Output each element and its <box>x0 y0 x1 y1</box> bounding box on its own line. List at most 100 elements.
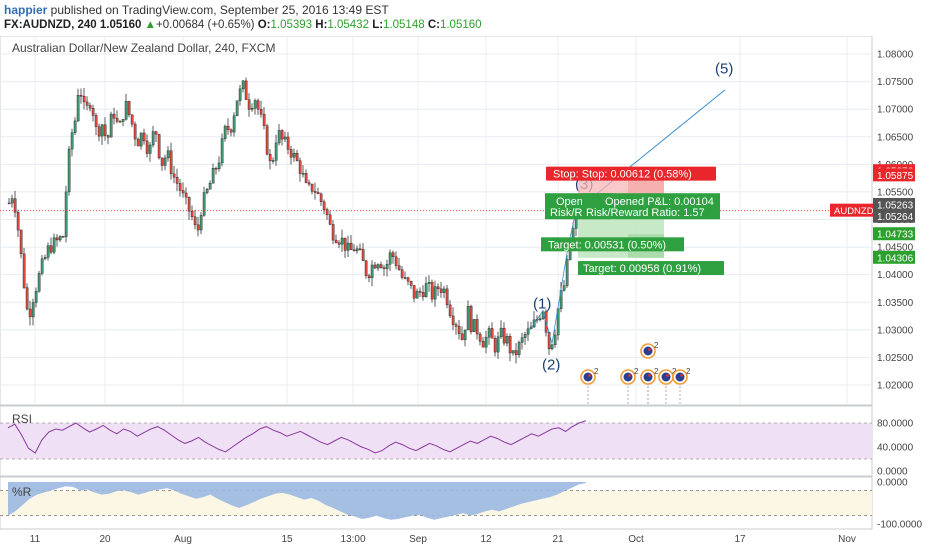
axis-price-badge <box>873 227 915 241</box>
rsi-label: RSI <box>12 412 32 426</box>
price-tick-label: 1.05500 <box>877 187 914 198</box>
candle-body <box>43 257 47 260</box>
candle-body <box>55 237 59 241</box>
candle-body <box>199 215 203 231</box>
candle-body <box>526 328 530 335</box>
candle-body <box>412 285 416 299</box>
price-pane[interactable] <box>0 36 873 406</box>
axis-price-badge <box>873 168 915 182</box>
candle-body <box>172 173 176 178</box>
candle-body <box>139 132 143 147</box>
close-value: 1.05160 <box>439 19 482 31</box>
event-flag-icon <box>643 346 653 356</box>
candle-body <box>262 114 266 126</box>
chart-canvas[interactable]: Australian Dollar/New Zealand Dollar, 24… <box>0 36 932 550</box>
event-flag-dot <box>648 348 651 351</box>
candle-body <box>193 216 197 226</box>
candle-body <box>358 248 362 250</box>
candle-body <box>352 249 356 252</box>
candle-body <box>61 236 65 238</box>
candle-body <box>124 101 128 120</box>
candle-body <box>370 264 374 279</box>
event-flag-dot <box>666 374 669 377</box>
wave-label: (1) <box>533 295 551 312</box>
rsi-tick-label: 0.0000 <box>877 467 908 478</box>
candle-body <box>163 157 167 166</box>
candle-body <box>505 336 509 344</box>
price-tick-label: 1.03000 <box>877 325 914 336</box>
target-label-b: Target: 0.00958 (0.91%) <box>583 263 701 275</box>
candle-body <box>16 212 20 231</box>
candle-body <box>400 269 404 278</box>
candle-body <box>433 286 437 300</box>
candle-body <box>205 188 209 193</box>
publisher-name[interactable]: happier <box>4 3 48 17</box>
time-tick-label: 21 <box>552 534 564 545</box>
rr-label-a: Risk/Reward Ratio: 1.57 <box>586 207 705 219</box>
candle-body <box>382 267 386 269</box>
candle-body <box>64 191 68 238</box>
candle-body <box>457 326 461 335</box>
candle-body <box>436 286 440 290</box>
candle-body <box>256 100 260 110</box>
candle-body <box>157 134 161 159</box>
price-tick-label: 1.04000 <box>877 270 914 281</box>
candle-body <box>385 264 389 269</box>
williams-r-layer <box>0 482 872 520</box>
opened-box-a <box>582 193 720 220</box>
candle-body <box>70 132 74 150</box>
candle-body <box>367 275 371 279</box>
candle-body <box>463 329 467 340</box>
candle-body <box>391 252 395 258</box>
candle-body <box>223 125 227 139</box>
chart-title: Australian Dollar/New Zealand Dollar, 24… <box>12 41 275 55</box>
candle-body <box>67 148 71 193</box>
candle-body <box>319 193 323 202</box>
candle-body <box>421 291 425 298</box>
candle-body <box>148 144 152 154</box>
price-tick-label: 1.07000 <box>877 105 914 116</box>
candle-body <box>73 120 77 133</box>
rsi-layer <box>0 420 872 460</box>
target-box-b <box>578 261 724 276</box>
event-count: 2 <box>654 367 659 376</box>
candle-body <box>253 100 257 109</box>
candle-body <box>274 142 278 161</box>
axis-price-badge-label: 1.04306 <box>877 253 914 264</box>
event-count: 2 <box>594 367 599 376</box>
price-tick-label: 1.07500 <box>877 77 914 88</box>
time-tick-label: 11 <box>30 534 41 545</box>
candle-body <box>136 138 140 147</box>
target-label-a: Target: 0.00531 (0.50%) <box>548 239 666 251</box>
candle-body <box>232 115 236 133</box>
candle-body <box>403 277 407 279</box>
candle-body <box>301 173 305 175</box>
candle-body <box>325 209 329 215</box>
position-tool[interactable]: Stop: Stop: 0.00612 (0.58%)OpenedRisk/RO… <box>541 166 724 276</box>
candle-body <box>340 237 344 245</box>
candle-body <box>184 192 188 198</box>
change-value: +0.00684 (+0.65%) <box>156 19 255 31</box>
candle-body <box>478 333 482 342</box>
time-tick-label: Aug <box>174 534 192 545</box>
candle-body <box>442 288 446 293</box>
event-flag-icon <box>623 372 633 382</box>
candle-body <box>37 273 41 292</box>
candle-body <box>439 288 443 293</box>
candle-body <box>52 237 56 253</box>
candle-body <box>343 237 347 251</box>
candle-body <box>28 308 32 318</box>
candle-body <box>283 136 287 140</box>
event-flag-icon <box>661 372 671 382</box>
candle-body <box>322 201 326 210</box>
event-count: 2 <box>634 367 639 376</box>
candle-body <box>355 248 359 252</box>
last-price: 1.05160 <box>99 19 142 31</box>
williams-r-area <box>8 482 586 520</box>
publisher-line: happier published on TradingView.com, Se… <box>4 3 389 17</box>
candle-body <box>76 95 80 122</box>
candle-body <box>448 304 452 317</box>
candle-body <box>112 113 116 119</box>
price-tick-label: 1.08000 <box>877 50 914 61</box>
candle-body <box>13 198 17 213</box>
